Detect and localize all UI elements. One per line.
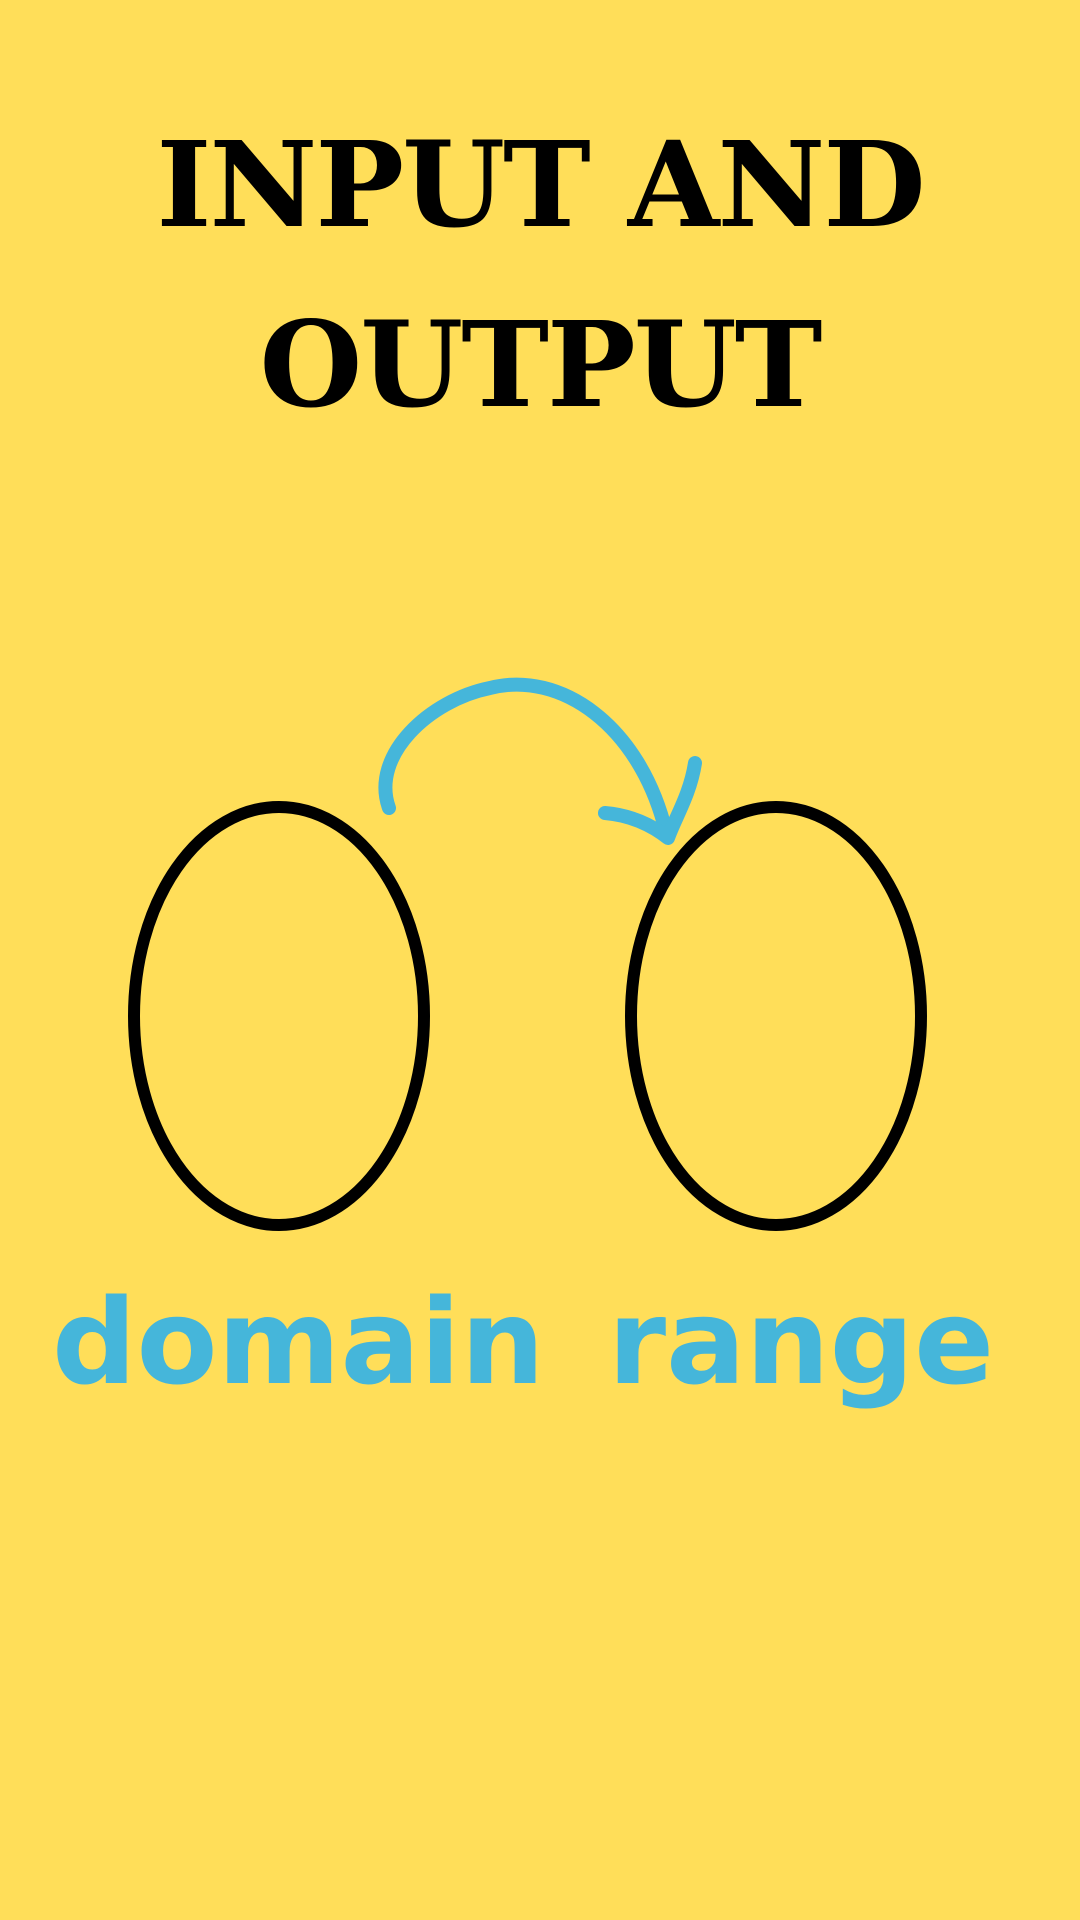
domain-label: domain [52, 1262, 512, 1422]
range-set-oval [631, 807, 921, 1225]
curved-arrow-icon [385, 685, 695, 838]
domain-set-oval [134, 807, 424, 1225]
range-label: range [571, 1262, 1031, 1422]
